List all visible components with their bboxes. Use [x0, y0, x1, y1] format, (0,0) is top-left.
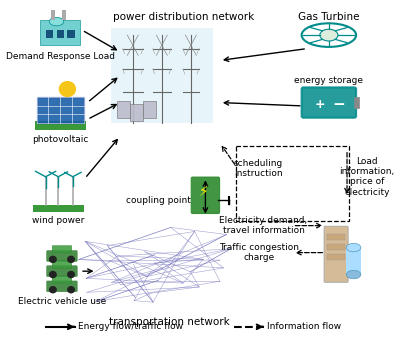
FancyBboxPatch shape	[47, 266, 77, 276]
Ellipse shape	[346, 243, 361, 252]
FancyBboxPatch shape	[52, 245, 72, 253]
FancyBboxPatch shape	[346, 248, 361, 274]
FancyBboxPatch shape	[117, 101, 130, 118]
FancyBboxPatch shape	[40, 20, 80, 45]
FancyBboxPatch shape	[35, 121, 86, 130]
Text: Traffic congestion
charge: Traffic congestion charge	[219, 243, 299, 262]
Circle shape	[60, 82, 75, 97]
Text: energy storage: energy storage	[294, 75, 363, 85]
FancyBboxPatch shape	[33, 205, 84, 212]
FancyBboxPatch shape	[47, 281, 77, 292]
Ellipse shape	[302, 23, 356, 47]
FancyBboxPatch shape	[111, 28, 213, 123]
Circle shape	[68, 256, 74, 262]
FancyBboxPatch shape	[52, 276, 72, 283]
FancyBboxPatch shape	[328, 244, 345, 250]
Text: Gas Turbine: Gas Turbine	[298, 12, 360, 21]
FancyBboxPatch shape	[354, 98, 359, 108]
Circle shape	[68, 272, 74, 277]
Text: coupling point: coupling point	[126, 196, 191, 205]
Ellipse shape	[346, 270, 361, 279]
Text: Information flow: Information flow	[267, 322, 341, 331]
Text: +: +	[314, 98, 325, 111]
FancyBboxPatch shape	[191, 177, 220, 214]
Ellipse shape	[320, 29, 338, 41]
Circle shape	[68, 287, 74, 293]
Text: Electricity demand,
travel information: Electricity demand, travel information	[219, 216, 308, 235]
FancyBboxPatch shape	[51, 10, 55, 20]
Circle shape	[50, 287, 56, 293]
FancyBboxPatch shape	[56, 30, 64, 38]
Text: photovoltaic: photovoltaic	[32, 135, 88, 143]
Circle shape	[50, 256, 56, 262]
FancyBboxPatch shape	[62, 10, 66, 20]
FancyBboxPatch shape	[142, 101, 156, 118]
FancyBboxPatch shape	[328, 234, 345, 240]
FancyBboxPatch shape	[324, 226, 348, 282]
Text: Demand Response Load: Demand Response Load	[6, 52, 115, 61]
FancyBboxPatch shape	[36, 98, 84, 123]
Text: Energy flow/traffic flow: Energy flow/traffic flow	[78, 322, 183, 331]
FancyBboxPatch shape	[302, 87, 356, 118]
Text: scheduling
instruction: scheduling instruction	[234, 159, 283, 178]
Text: −: −	[333, 97, 346, 112]
FancyBboxPatch shape	[328, 254, 345, 260]
FancyBboxPatch shape	[47, 251, 77, 261]
FancyBboxPatch shape	[130, 104, 143, 121]
FancyBboxPatch shape	[68, 30, 75, 38]
Text: power distribution network: power distribution network	[113, 12, 254, 21]
Ellipse shape	[49, 17, 64, 26]
Text: wind power: wind power	[32, 216, 84, 224]
Text: Electric vehicle use: Electric vehicle use	[18, 298, 106, 306]
Circle shape	[50, 272, 56, 277]
Text: Load
information,
price of
electricity: Load information, price of electricity	[339, 157, 395, 197]
Text: transportation network: transportation network	[109, 317, 230, 327]
FancyBboxPatch shape	[46, 30, 53, 38]
Text: ⚡: ⚡	[199, 185, 208, 199]
FancyBboxPatch shape	[52, 261, 72, 268]
